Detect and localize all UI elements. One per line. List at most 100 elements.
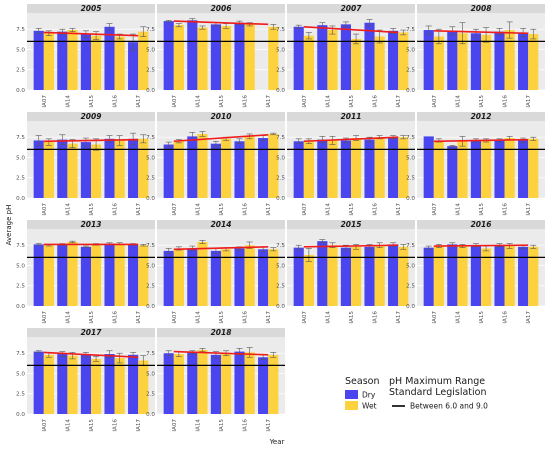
x-tick-label: IA14: [325, 203, 331, 216]
strip-background: [157, 4, 285, 13]
facet-panel-2007: 2007 IA07 IA14 IA15 IA16 IA17 0.0 2.5 5.0 7.5: [276, 4, 415, 108]
x-tick-label: IA14: [455, 203, 461, 216]
bar-wet-IA07: [433, 246, 444, 306]
legend-dry-label: Dry: [362, 391, 376, 400]
x-tick-label: IA15: [479, 311, 485, 324]
facet-panel-2009: 2009 IA07 IA14 IA15 IA16 IA17 0.0 2.5 5.0 7.5: [16, 112, 155, 216]
x-tick-label: IA14: [195, 95, 201, 108]
bar-dry-IA16: [364, 22, 375, 90]
x-tick-label: IA16: [373, 311, 379, 324]
legend: Season Dry Wet pH Maximum Range Standard…: [345, 376, 488, 411]
bar-dry-IA14: [447, 244, 458, 306]
bar-dry-IA07: [163, 21, 174, 90]
bar-wet-IA17: [268, 133, 279, 198]
bar-wet-IA07: [303, 254, 314, 306]
strip-background: [417, 220, 545, 229]
bar-dry-IA17: [388, 137, 399, 198]
bar-wet-IA15: [481, 34, 492, 90]
bar-wet-IA16: [114, 36, 125, 90]
bar-dry-IA17: [128, 354, 139, 414]
panel-title-2017: 2017: [81, 328, 103, 337]
y-tick-label: 5.0: [276, 263, 285, 269]
y-tick-label: 2.5: [16, 68, 25, 74]
x-tick-label: IA15: [89, 95, 95, 108]
y-tick-label: 0.0: [146, 88, 155, 94]
x-tick-label: IA16: [243, 95, 249, 108]
y-tick-label: 2.5: [406, 68, 415, 74]
legend-standard-title-line2: Standard Legislation: [389, 387, 487, 398]
bar-dry-IA15: [340, 24, 351, 91]
bar-dry-IA15: [80, 142, 91, 198]
x-tick-label: IA17: [396, 311, 402, 324]
bar-dry-IA15: [210, 24, 221, 91]
bar-dry-IA15: [340, 140, 351, 198]
x-tick-label: IA07: [42, 311, 48, 324]
x-tick-label: IA15: [349, 203, 355, 216]
bar-dry-IA15: [210, 250, 221, 306]
x-tick-label: IA07: [42, 95, 48, 108]
bar-dry-IA07: [423, 247, 434, 306]
y-tick-label: 7.5: [276, 135, 285, 141]
x-tick-label: IA15: [219, 419, 225, 432]
trend-line: [303, 244, 399, 248]
panel-title-2012: 2012: [471, 112, 492, 121]
bar-dry-IA07: [33, 30, 44, 90]
x-tick-label: IA17: [526, 203, 532, 216]
x-tick-label: IA14: [65, 419, 71, 432]
x-tick-label: IA17: [266, 311, 272, 324]
facet-panel-2010: 2010 IA07 IA14 IA15 IA16 IA17 0.0 2.5 5.0 7.5: [146, 112, 285, 216]
bar-wet-IA17: [528, 246, 539, 306]
bar-dry-IA16: [104, 243, 115, 306]
bar-wet-IA15: [221, 138, 232, 198]
bar-wet-IA07: [433, 36, 444, 90]
facet-panel-2006: 2006 IA07 IA14 IA15 IA16 IA17 0.0 2.5 5.0 7.5: [146, 4, 285, 108]
bar-dry-IA15: [210, 354, 221, 414]
x-tick-label: IA14: [455, 311, 461, 324]
bar-dry-IA14: [187, 136, 198, 198]
strip-background: [157, 328, 285, 337]
bar-dry-IA14: [57, 244, 68, 306]
x-tick-label: IA14: [325, 311, 331, 324]
bar-wet-IA14: [327, 245, 338, 306]
y-tick-label: 7.5: [276, 243, 285, 249]
y-tick-label: 7.5: [146, 243, 155, 249]
bar-dry-IA07: [423, 136, 434, 198]
y-tick-label: 2.5: [276, 176, 285, 182]
y-tick-label: 7.5: [406, 243, 415, 249]
y-tick-label: 0.0: [276, 304, 285, 310]
y-tick-label: 0.0: [16, 88, 25, 94]
bar-dry-IA15: [80, 246, 91, 306]
bar-wet-IA14: [197, 27, 208, 90]
bar-wet-IA17: [268, 354, 279, 414]
bar-dry-IA14: [57, 354, 68, 414]
panel-title-2005: 2005: [81, 4, 102, 13]
x-tick-label: IA14: [195, 203, 201, 216]
bar-dry-IA14: [57, 31, 68, 90]
trend-line: [43, 31, 139, 37]
strip-background: [287, 220, 415, 229]
x-axis-title: Year: [269, 438, 285, 446]
bar-dry-IA07: [293, 26, 304, 91]
bar-dry-IA16: [234, 351, 245, 414]
panel-title-2007: 2007: [341, 4, 363, 13]
x-tick-label: IA07: [432, 203, 438, 216]
bar-dry-IA15: [340, 247, 351, 306]
panel-title-2008: 2008: [471, 4, 492, 13]
x-tick-label: IA16: [243, 419, 249, 432]
bar-dry-IA17: [128, 138, 139, 198]
x-tick-label: IA15: [219, 311, 225, 324]
facet-panel-2017: 2017 IA07 IA14 IA15 IA16 IA17 0.0 2.5 5.0 7.5: [16, 328, 155, 432]
bar-wet-IA07: [303, 35, 314, 90]
y-tick-label: 5.0: [406, 263, 415, 269]
bar-dry-IA15: [210, 143, 221, 198]
x-tick-label: IA17: [266, 203, 272, 216]
facet-panel-2018: 2018 IA07 IA14 IA15 IA16 IA17 0.0 2.5 5.0 7.5: [146, 328, 285, 432]
y-tick-label: 7.5: [16, 27, 25, 33]
y-tick-label: 5.0: [146, 47, 155, 53]
panel-title-2016: 2016: [471, 220, 492, 229]
y-tick-label: 0.0: [276, 196, 285, 202]
y-tick-label: 7.5: [146, 351, 155, 357]
bar-dry-IA15: [470, 140, 481, 198]
legend-wet-label: Wet: [362, 402, 377, 411]
x-tick-label: IA16: [113, 311, 119, 324]
